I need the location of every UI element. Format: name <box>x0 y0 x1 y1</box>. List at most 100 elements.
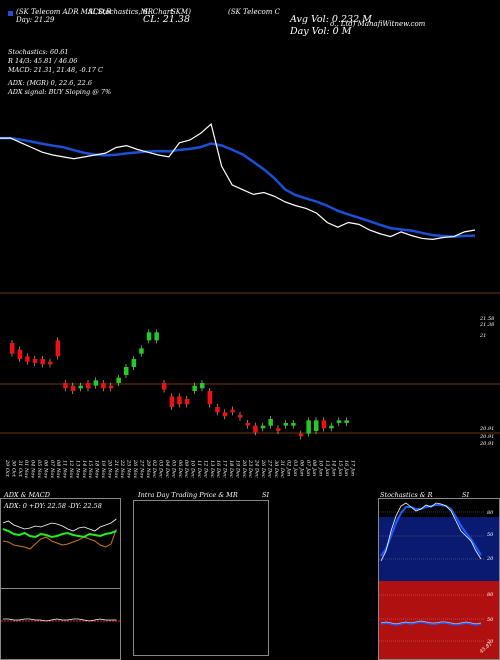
date-label: 19 Dec <box>234 460 240 478</box>
candle-body <box>184 399 190 405</box>
date-label: 12 Nov <box>68 460 74 478</box>
date-label: 07 Nov <box>49 460 55 478</box>
candle-body <box>70 385 76 391</box>
date-label: 31 Oct <box>17 460 23 478</box>
stoch-d-line <box>380 504 482 557</box>
date-label: 16 Jan <box>343 460 349 476</box>
candle-body <box>154 332 159 341</box>
candle-body <box>260 425 266 429</box>
date-label: 14 Jan <box>330 460 336 476</box>
candle-body <box>344 420 349 423</box>
candle-body <box>321 420 327 429</box>
candle-body <box>192 385 197 391</box>
date-label: 16 Dec <box>215 460 221 478</box>
candle-body <box>329 425 334 429</box>
chart-title-line1: (SK Telecom ADR MACD,R <box>16 8 112 16</box>
candle-body <box>124 367 129 375</box>
rsi-tick-80: 80 <box>487 592 494 598</box>
candle-body <box>200 383 205 389</box>
date-label: 15 Nov <box>87 460 93 478</box>
date-label: 04 Dec <box>164 460 170 478</box>
price-tick-6: 20.91 <box>480 441 495 447</box>
date-label: 20 Nov <box>106 459 112 478</box>
candle-body <box>139 348 144 354</box>
rsi-signal-line <box>380 621 482 626</box>
company-name: (SK Telecom C <box>228 8 280 16</box>
candle-body <box>17 349 23 359</box>
date-label: 11 Nov <box>62 460 68 478</box>
adx-readout: ADX: (MGR) 0, 22.6, 22.6 <box>8 79 93 87</box>
intraday-si-label: SI <box>262 491 270 499</box>
adx-white-line <box>2 518 117 532</box>
candle-body <box>40 359 45 365</box>
candle-body <box>177 396 182 405</box>
day-volume: Day Vol: 0 M <box>290 26 352 37</box>
stochastics-rsi-panel: 80 50 20 80 50 20 45.81 <box>378 498 500 660</box>
rsi-chart <box>379 581 499 659</box>
candle-body <box>207 391 213 405</box>
date-label: 01 Nov <box>23 460 29 478</box>
legend-square-icon <box>8 10 13 18</box>
price-tick-5: 20.91 <box>480 434 495 440</box>
date-label: 27 Nov <box>138 459 144 478</box>
date-label: 03 Jan <box>292 460 298 476</box>
stochastics-chart <box>379 502 499 581</box>
date-label: 04 Nov <box>30 460 36 478</box>
date-label: 12 Dec <box>202 460 208 478</box>
candle-body <box>222 412 228 417</box>
date-label: 13 Nov <box>74 460 80 478</box>
date-label: 29 Nov <box>145 459 151 478</box>
adx-dy-readout: ADX: 0 +DY: 22.58 -DY: 22.58 <box>4 502 102 510</box>
website-label: o., Ltd) ManafiWitnew.com <box>330 20 426 28</box>
candle-body <box>276 428 281 431</box>
candle-body <box>298 433 304 437</box>
price-series-line <box>0 122 476 240</box>
chart-title-line4: SKM) <box>171 8 191 16</box>
date-label: 06 Nov <box>42 460 48 478</box>
candle-body <box>101 383 106 389</box>
candle-body <box>283 423 289 426</box>
date-label: 08 Jan <box>311 460 317 476</box>
date-label: 13 Dec <box>209 460 215 478</box>
candle-body <box>291 423 296 426</box>
date-label: 26 Dec <box>260 459 266 478</box>
date-label: 27 Dec <box>266 459 272 478</box>
rsi-background <box>379 581 499 659</box>
avg-volume: Avg Vol: 0.232 M <box>290 14 372 25</box>
date-label: 05 Dec <box>170 460 176 478</box>
moving-average-line <box>0 136 476 238</box>
date-label: 18 Dec <box>228 460 234 478</box>
candle-body <box>48 361 53 365</box>
candle-body <box>245 423 251 426</box>
candle-body <box>336 420 342 423</box>
date-label: 18 Nov <box>94 460 100 478</box>
adx-signal-readout: ADX signal: BUY Sloping @ 7% <box>8 88 112 96</box>
date-label: 08 Nov <box>55 460 61 478</box>
date-label: 17 Jan <box>350 460 356 476</box>
price-line-chart <box>0 122 500 294</box>
candle-body <box>162 383 167 390</box>
candle-body <box>238 415 243 418</box>
rsi-tick-20: 20 <box>487 639 494 645</box>
date-label: 13 Jan <box>324 460 330 476</box>
stochastics-si-label: SI <box>462 491 470 499</box>
macd-line <box>3 618 117 622</box>
adx-chart <box>2 518 117 550</box>
date-label: 10 Jan <box>318 460 324 476</box>
adx-panel-divider <box>1 588 120 589</box>
date-label: 06 Dec <box>177 460 183 478</box>
date-label: 22 Nov <box>119 459 125 478</box>
candle-body <box>253 425 258 433</box>
macd-chart <box>1 618 120 622</box>
adx-green-line <box>2 528 117 539</box>
date-label: 10 Dec <box>190 460 196 478</box>
date-label: 17 Dec <box>222 460 228 478</box>
r-readout: R 14/3: 45.81 / 46.06 <box>8 57 78 65</box>
date-label: 03 Dec <box>158 460 164 478</box>
date-label: 02 Jan <box>286 460 292 476</box>
date-label: 02 Dec <box>151 460 157 478</box>
day-label: Day: 21.29 <box>16 16 55 24</box>
price-tick-2: 21.38 <box>480 322 495 328</box>
rsi-line <box>380 620 482 625</box>
date-label: 15 Jan <box>337 460 343 476</box>
